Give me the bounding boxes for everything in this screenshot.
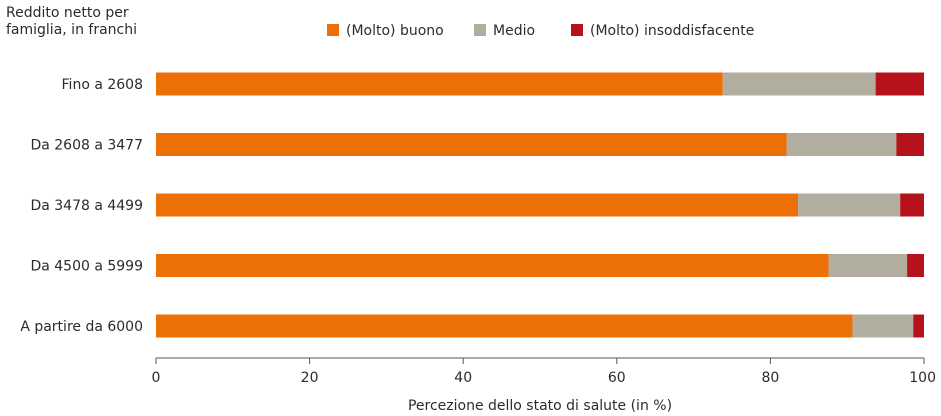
bar-segment [798,193,901,217]
legend-label: (Molto) insoddisfacente [590,23,754,39]
y-axis-title-line: famiglia, in franchi [6,22,137,38]
category-label: A partire da 6000 [20,319,143,335]
x-tick-label: 60 [608,370,626,386]
bar-segment [828,254,908,277]
category-label: Da 2608 a 3477 [30,138,143,154]
category-labels: Fino a 2608 Da 2608 a 3477 Da 3478 a 4499 D… [20,77,143,335]
bar-segment [875,72,924,96]
category-label: Fino a 2608 [62,77,143,93]
bar-segment [156,314,853,338]
legend-item: (Molto) buono [327,23,444,39]
bar-segment [907,254,924,277]
x-tick-label: 0 [152,370,161,386]
bar-segment [913,314,924,338]
legend-swatch [474,24,486,36]
y-axis-title-line: Reddito netto per [6,5,129,21]
x-tick-label: 80 [761,370,779,386]
x-tick-label: 100 [909,370,936,386]
x-axis-title: Percezione dello stato di salute (in %) [408,398,672,414]
x-tick-label: 20 [301,370,319,386]
bar-segment [896,133,924,156]
legend: (Molto) buono Medio (Molto) insoddisfacent… [327,23,754,39]
bar-segment [156,72,723,96]
x-tick-label: 40 [454,370,472,386]
category-label: Da 3478 a 4499 [30,198,143,214]
legend-label: Medio [493,23,535,39]
bar-segment [852,314,914,338]
bar-segment [156,133,787,156]
legend-item: Medio [474,23,535,39]
legend-swatch [327,24,339,36]
bar-segment [722,72,876,96]
bars [156,72,924,338]
x-axis-ticks: 0 20 40 60 80 100 [152,358,936,386]
y-axis-title: Reddito netto per famiglia, in franchi [6,5,137,38]
legend-label: (Molto) buono [346,23,444,39]
bar-segment [156,254,829,277]
legend-swatch [571,24,583,36]
category-label: Da 4500 a 5999 [30,259,143,275]
bar-segment [786,133,897,156]
bar-segment [156,193,799,217]
bar-segment [900,193,924,217]
legend-item: (Molto) insoddisfacente [571,23,754,39]
